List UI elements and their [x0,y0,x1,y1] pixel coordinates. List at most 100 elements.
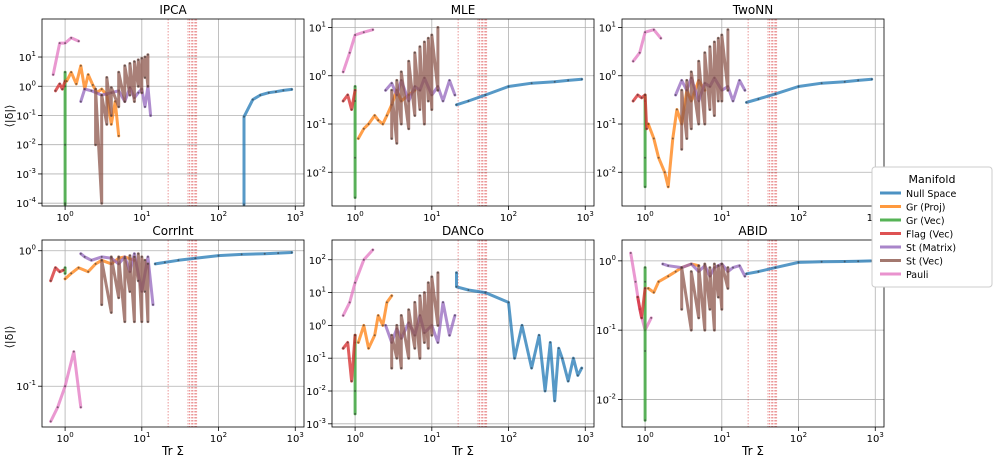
tick-label: 100 [19,79,36,93]
data-point [100,202,103,205]
data-point [267,91,270,94]
data-point [354,196,357,199]
data-point [436,26,439,29]
data-point [870,78,873,81]
data-point [137,252,140,255]
data-point [640,316,643,319]
data-point [52,73,55,76]
data-point [133,252,136,255]
data-point [738,79,741,82]
series-line-st-vec- [390,26,440,145]
data-point [251,98,254,101]
data-point [757,270,760,273]
data-point [430,108,433,111]
data-point [453,94,456,96]
data-point [726,28,729,31]
data-point [354,334,357,337]
data-point [436,341,439,344]
data-point [64,385,67,388]
panel-title: MLE [451,3,476,17]
data-point [64,266,67,269]
data-point [367,123,370,125]
data-point [717,264,720,267]
data-point [576,374,579,377]
data-point [259,94,262,97]
data-point [423,41,426,43]
data-point [720,263,723,265]
data-point [163,261,166,264]
data-point [263,252,266,255]
data-point [407,308,410,311]
plot-area [622,19,884,206]
data-point [274,90,277,93]
data-point [110,86,113,89]
data-point [146,53,149,56]
data-point [436,271,439,274]
data-point [58,42,61,45]
series-line-st-vec- [680,262,730,332]
data-point [572,357,575,360]
data-point [140,255,143,258]
data-point [685,79,688,82]
data-point [644,156,647,159]
data-point [530,82,533,85]
data-point [743,89,746,92]
data-point [146,85,149,88]
data-point [367,347,370,350]
data-point [857,260,860,263]
tick-label: 100 [636,210,653,224]
tick-label: 10-3 [16,167,36,181]
axes-frame [41,18,305,207]
data-point [430,334,433,337]
tick-label: 100 [56,210,73,224]
data-point [413,301,416,304]
data-point [79,252,82,255]
plot-area [332,19,594,206]
data-point [377,119,380,122]
data-point [544,390,547,392]
tick-label: 10-2 [596,165,616,179]
data-point [385,114,388,117]
data-point [400,123,403,125]
tick-label: 103 [287,210,304,224]
data-point [708,45,711,48]
data-point [390,334,393,337]
data-point [632,100,635,102]
data-point [820,82,823,85]
data-point [717,296,720,299]
data-point [418,294,421,297]
panel-4: 100 101 102 103 10-3 10-2 10-1 100 101 102 DANCo [306,224,595,445]
legend-title: Manifold [909,173,956,186]
data-point [128,254,131,257]
data-point [79,64,82,67]
tick-label: 101 [133,431,150,445]
data-point [448,334,451,337]
data-point [110,114,113,117]
data-point [217,254,220,257]
data-point [105,76,108,79]
data-point [110,255,113,258]
data-point [94,262,97,265]
data-point [580,78,583,81]
data-point [64,143,67,146]
data-point [713,114,716,117]
data-point [697,264,700,267]
legend-label: Flag (Vec) [906,230,953,241]
data-point [538,334,541,337]
series-line-flag-vec- [54,79,67,93]
data-point [390,367,393,370]
data-point [726,266,729,269]
panel-5-xlabel: Tr Σ [741,444,764,458]
data-point [381,324,384,327]
data-point [413,51,416,54]
data-point [638,51,641,54]
data-point [413,347,416,350]
data-point [54,89,57,92]
tick-label: 103 [577,431,594,445]
series-line-flag-vec- [49,266,65,283]
data-point [342,70,345,73]
tick-label: 103 [577,210,594,224]
data-point [390,82,393,85]
data-point [346,341,349,344]
data-point [79,100,82,103]
